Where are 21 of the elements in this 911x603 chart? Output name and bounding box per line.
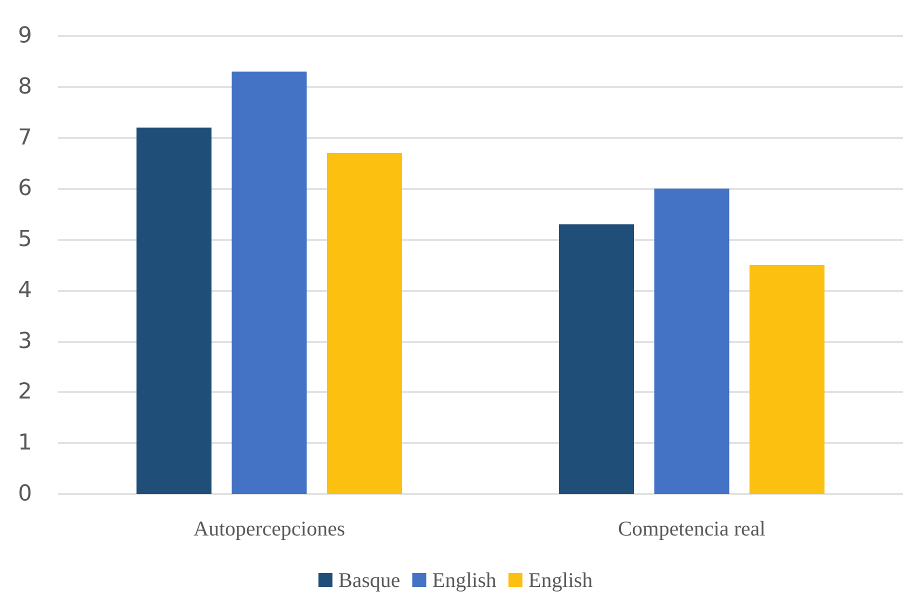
legend-label: Basque [338, 568, 400, 592]
y-tick-label: 5 [18, 227, 32, 252]
legend-label: English [432, 568, 497, 592]
bar [559, 224, 634, 494]
bar [136, 128, 212, 494]
y-tick-label: 0 [18, 482, 32, 506]
bar [750, 265, 824, 494]
bar [232, 72, 307, 494]
x-tick-label: Competencia real [618, 516, 766, 540]
y-tick-label: 4 [18, 278, 32, 303]
bar [654, 188, 730, 494]
y-tick-label: 2 [18, 380, 32, 405]
bar [327, 153, 402, 494]
y-tick-label: 3 [18, 328, 32, 354]
x-tick-label: Autopercepciones [193, 516, 346, 540]
y-tick-label: 1 [18, 430, 32, 456]
y-tick-label: 9 [18, 24, 32, 48]
y-tick-label: 7 [18, 125, 32, 150]
legend-label: English [528, 568, 594, 592]
y-tick-label: 6 [18, 176, 32, 202]
y-tick-label: 8 [18, 74, 32, 100]
